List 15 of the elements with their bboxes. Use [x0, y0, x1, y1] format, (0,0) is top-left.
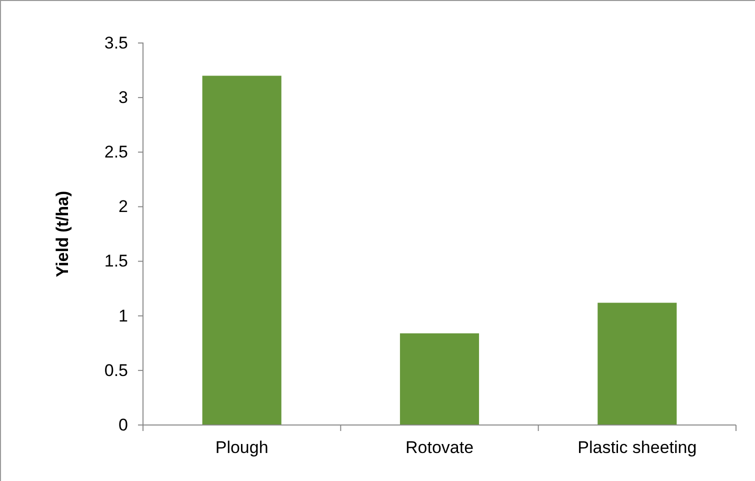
y-tick-label: 1.5 — [104, 252, 128, 271]
y-tick-label: 2 — [118, 197, 128, 216]
bar — [202, 76, 282, 425]
bar — [400, 333, 480, 425]
y-tick-label: 0.5 — [104, 360, 128, 380]
y-axis-title: Yield (t/ha) — [53, 190, 72, 278]
bar — [598, 302, 677, 425]
x-tick-label: Rotovate — [405, 438, 474, 458]
y-tick-label: 2.5 — [104, 142, 128, 162]
x-tick-label: Plough — [215, 438, 268, 458]
x-tick-label: Plastic sheeting — [578, 438, 697, 458]
y-tick-label: 1 — [118, 306, 128, 326]
y-tick-label: 3.5 — [104, 33, 128, 52]
y-tick-label: 0 — [118, 415, 128, 434]
y-tick-label: 3 — [118, 88, 128, 108]
